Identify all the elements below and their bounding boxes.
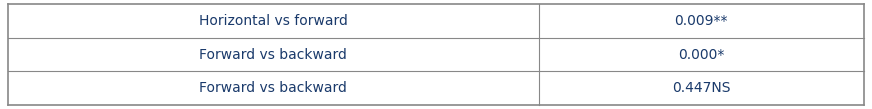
Text: Forward vs backward: Forward vs backward <box>200 48 347 61</box>
Text: Horizontal vs forward: Horizontal vs forward <box>199 14 348 28</box>
Text: 0.000*: 0.000* <box>678 48 725 61</box>
Text: Forward vs backward: Forward vs backward <box>200 81 347 95</box>
Text: 0.447NS: 0.447NS <box>672 81 731 95</box>
Text: 0.009**: 0.009** <box>675 14 728 28</box>
